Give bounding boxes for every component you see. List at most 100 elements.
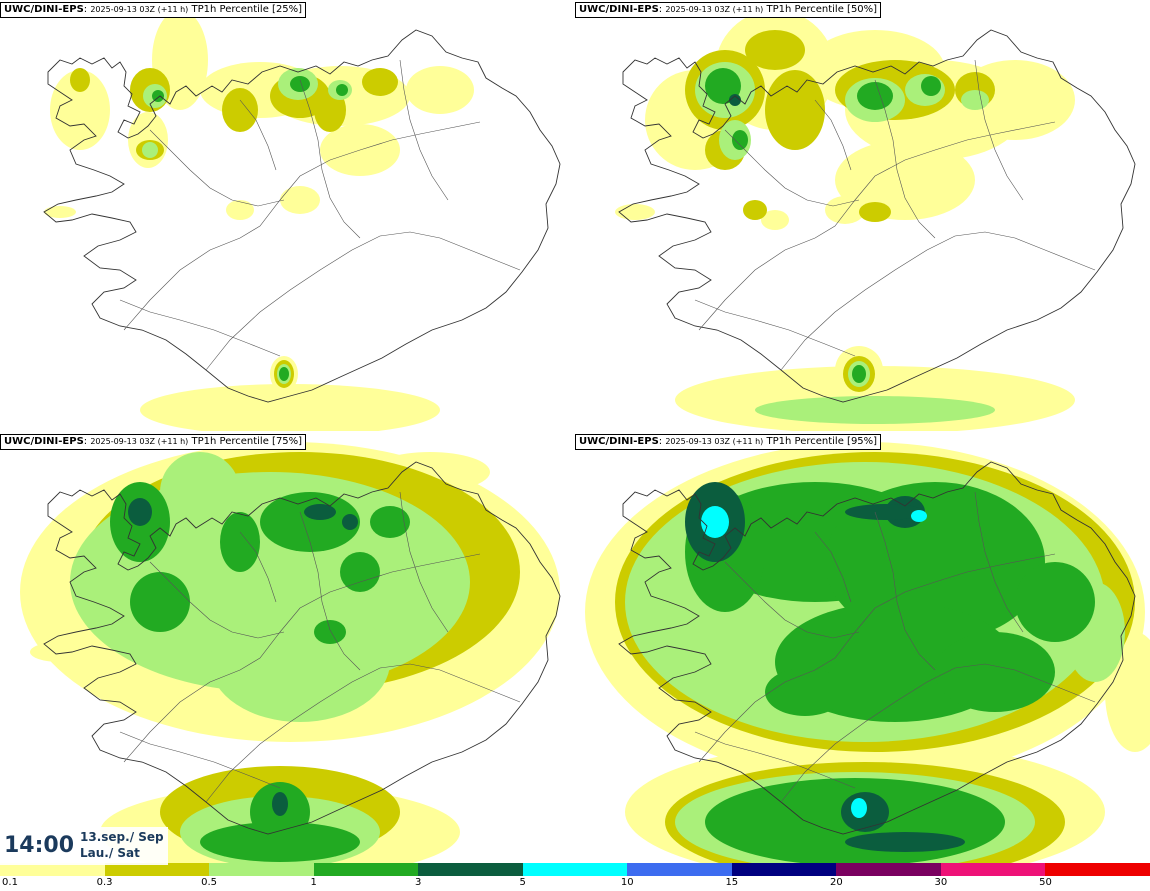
precip-contour [701, 506, 729, 538]
precip-contour [222, 88, 258, 132]
colorbar-label: 50 [1039, 877, 1052, 888]
precip-contour [845, 504, 925, 520]
road-line [814, 531, 852, 603]
coastline [43, 29, 561, 403]
road-line [123, 121, 481, 331]
road-line [780, 663, 1096, 803]
colorbar-swatch [1045, 863, 1150, 876]
precip-contour [314, 620, 346, 644]
precip-contour [852, 365, 866, 383]
road-line [299, 511, 361, 671]
precip-contour [761, 210, 789, 230]
colorbar-swatch [731, 863, 837, 876]
precip-contour [304, 504, 336, 520]
precip-contour [272, 792, 288, 816]
coastline [43, 461, 561, 835]
colorbar-swatch [522, 863, 628, 876]
precip-contour [130, 572, 190, 632]
road-line [974, 59, 1024, 201]
road-line [874, 79, 936, 239]
road-line [205, 231, 521, 371]
precip-contour [835, 140, 975, 220]
precip-contour [615, 204, 655, 220]
precip-contour [152, 90, 164, 102]
precip-contour [859, 202, 891, 222]
precip-contour [226, 200, 254, 220]
precip-contour [743, 200, 767, 220]
precip-contour [70, 68, 90, 92]
precip-contour [50, 70, 110, 150]
precip-contour [755, 396, 995, 424]
road-line [399, 59, 449, 201]
colorbar-swatch [104, 863, 210, 876]
valid-date: 13.sep./ Sep [80, 830, 164, 844]
colorbar-swatch [836, 863, 941, 876]
precip-contour [911, 510, 927, 522]
road-line [814, 99, 852, 171]
precip-contour [160, 452, 240, 532]
road-line [974, 491, 1024, 633]
colorbar [0, 863, 1150, 876]
colorbar-label: 0.1 [2, 877, 18, 888]
road-line [874, 511, 936, 671]
panel-title: UWC/DINI-EPS: 2025-09-13 03Z (+11 h) TP1… [575, 2, 882, 18]
precip-contour [128, 498, 152, 526]
precip-contour [336, 84, 348, 96]
colorbar-label: 30 [934, 877, 948, 888]
map-panel-p95: UWC/DINI-EPS: 2025-09-13 03Z (+11 h) TP1… [575, 432, 1150, 863]
road-line [724, 561, 860, 639]
precip-contour [342, 514, 358, 530]
colorbar-swatch [209, 863, 314, 876]
precip-contour [765, 668, 845, 716]
precip-contour [825, 196, 865, 224]
road-line [205, 663, 521, 803]
precip-map [0, 0, 575, 431]
colorbar-label: 0.3 [96, 877, 113, 888]
precip-contour [200, 822, 360, 862]
precip-contour [406, 66, 474, 114]
road-line [119, 299, 281, 357]
precip-contour [745, 30, 805, 70]
valid-weekday: Lau./ Sat [80, 846, 140, 860]
road-line [119, 731, 281, 789]
precip-contour [732, 130, 748, 150]
colorbar-label: 15 [725, 877, 739, 888]
precip-contour [30, 642, 90, 662]
road-line [149, 561, 285, 639]
precip-contour [825, 482, 1045, 642]
colorbar-swatch [940, 863, 1046, 876]
precip-contour [961, 90, 989, 110]
road-line [694, 731, 856, 789]
precip-contour [362, 68, 398, 96]
precip-contour [220, 512, 260, 572]
colorbar-swatch [0, 863, 105, 876]
colorbar-label: 20 [829, 877, 843, 888]
precip-contour [142, 142, 158, 158]
road-line [698, 121, 1056, 331]
map-panel-p25: UWC/DINI-EPS: 2025-09-13 03Z (+11 h) TP1… [0, 0, 575, 431]
precip-contour [921, 76, 941, 96]
precip-contour [140, 384, 440, 431]
colorbar-label: 1 [310, 877, 317, 888]
road-line [239, 99, 277, 171]
road-line [149, 129, 285, 207]
precip-contour [857, 82, 893, 110]
precip-contour [851, 798, 867, 818]
road-line [299, 79, 361, 239]
precip-contour [845, 832, 965, 852]
precip-contour [370, 506, 410, 538]
colorbar-swatch [313, 863, 419, 876]
valid-time-box: 14:00 13.sep./ Sep Lau./ Sat [0, 827, 168, 865]
colorbar-legend: 0.1 0.3 0.5 1 3 5 10 15 20 30 50 [0, 863, 1150, 891]
precipitation-field [44, 10, 474, 431]
colorbar-swatch [627, 863, 732, 876]
precip-contour [44, 206, 76, 218]
precip-map [575, 0, 1150, 431]
precipitation-field [585, 442, 1150, 863]
precip-contour [340, 552, 380, 592]
panel-title: UWC/DINI-EPS: 2025-09-13 03Z (+11 h) TP1… [0, 434, 307, 450]
road-line [698, 553, 1056, 763]
precip-map [575, 432, 1150, 863]
map-panel-p75: UWC/DINI-EPS: 2025-09-13 03Z (+11 h) TP1… [0, 432, 575, 863]
coastline [618, 461, 1136, 835]
